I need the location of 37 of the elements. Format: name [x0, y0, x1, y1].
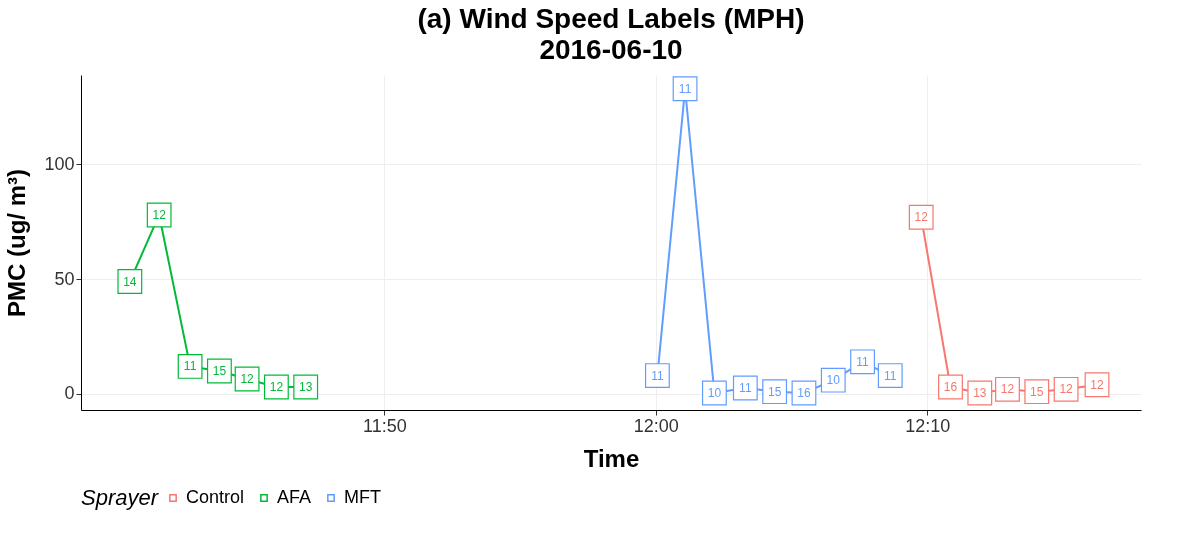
annotation: 15 — [212, 363, 227, 378]
x-tick-label: 12:00 — [633, 415, 679, 436]
annotation: 12 — [1000, 382, 1015, 397]
y-axis-title: PMC (ug/ m³) — [3, 169, 31, 317]
annotation: 13 — [973, 386, 987, 401]
x-tick-label: 12:10 — [905, 415, 951, 436]
annotation: 12 — [914, 210, 929, 225]
annotation: 14 — [123, 274, 137, 289]
annotation: 10 — [826, 373, 841, 388]
y-tick-label: 50 — [54, 268, 75, 289]
annotation: 12 — [152, 207, 167, 222]
annotation: 12 — [240, 372, 255, 387]
annotation: 16 — [943, 380, 958, 395]
legend-label: AFA — [277, 487, 312, 507]
y-tick-label: 100 — [44, 153, 75, 174]
annotation: 10 — [707, 386, 722, 401]
annotation: 11 — [739, 380, 752, 395]
annotation: 11 — [678, 81, 692, 96]
annotation: 11 — [856, 354, 870, 369]
annotation: 12 — [1059, 382, 1074, 397]
chart-title: (a) Wind Speed Labels (MPH) — [417, 2, 805, 34]
legend-label: Control — [186, 487, 245, 507]
annotation: 11 — [183, 359, 197, 374]
annotation: 12 — [269, 380, 284, 395]
x-tick-label: 11:50 — [362, 415, 407, 436]
annotation: 15 — [767, 384, 782, 399]
x-axis-title: Time — [583, 444, 640, 472]
legend-label: MFT — [344, 487, 381, 507]
annotation: 13 — [299, 380, 313, 395]
annotation: 11 — [651, 368, 664, 383]
annotation: 16 — [797, 386, 811, 401]
y-tick-label: 0 — [64, 383, 75, 404]
annotation: 15 — [1030, 384, 1044, 399]
legend-title: Sprayer — [81, 485, 160, 510]
annotation: 12 — [1090, 377, 1105, 392]
annotation: 11 — [884, 368, 897, 383]
chart-subtitle: 2016-06-10 — [539, 33, 683, 65]
